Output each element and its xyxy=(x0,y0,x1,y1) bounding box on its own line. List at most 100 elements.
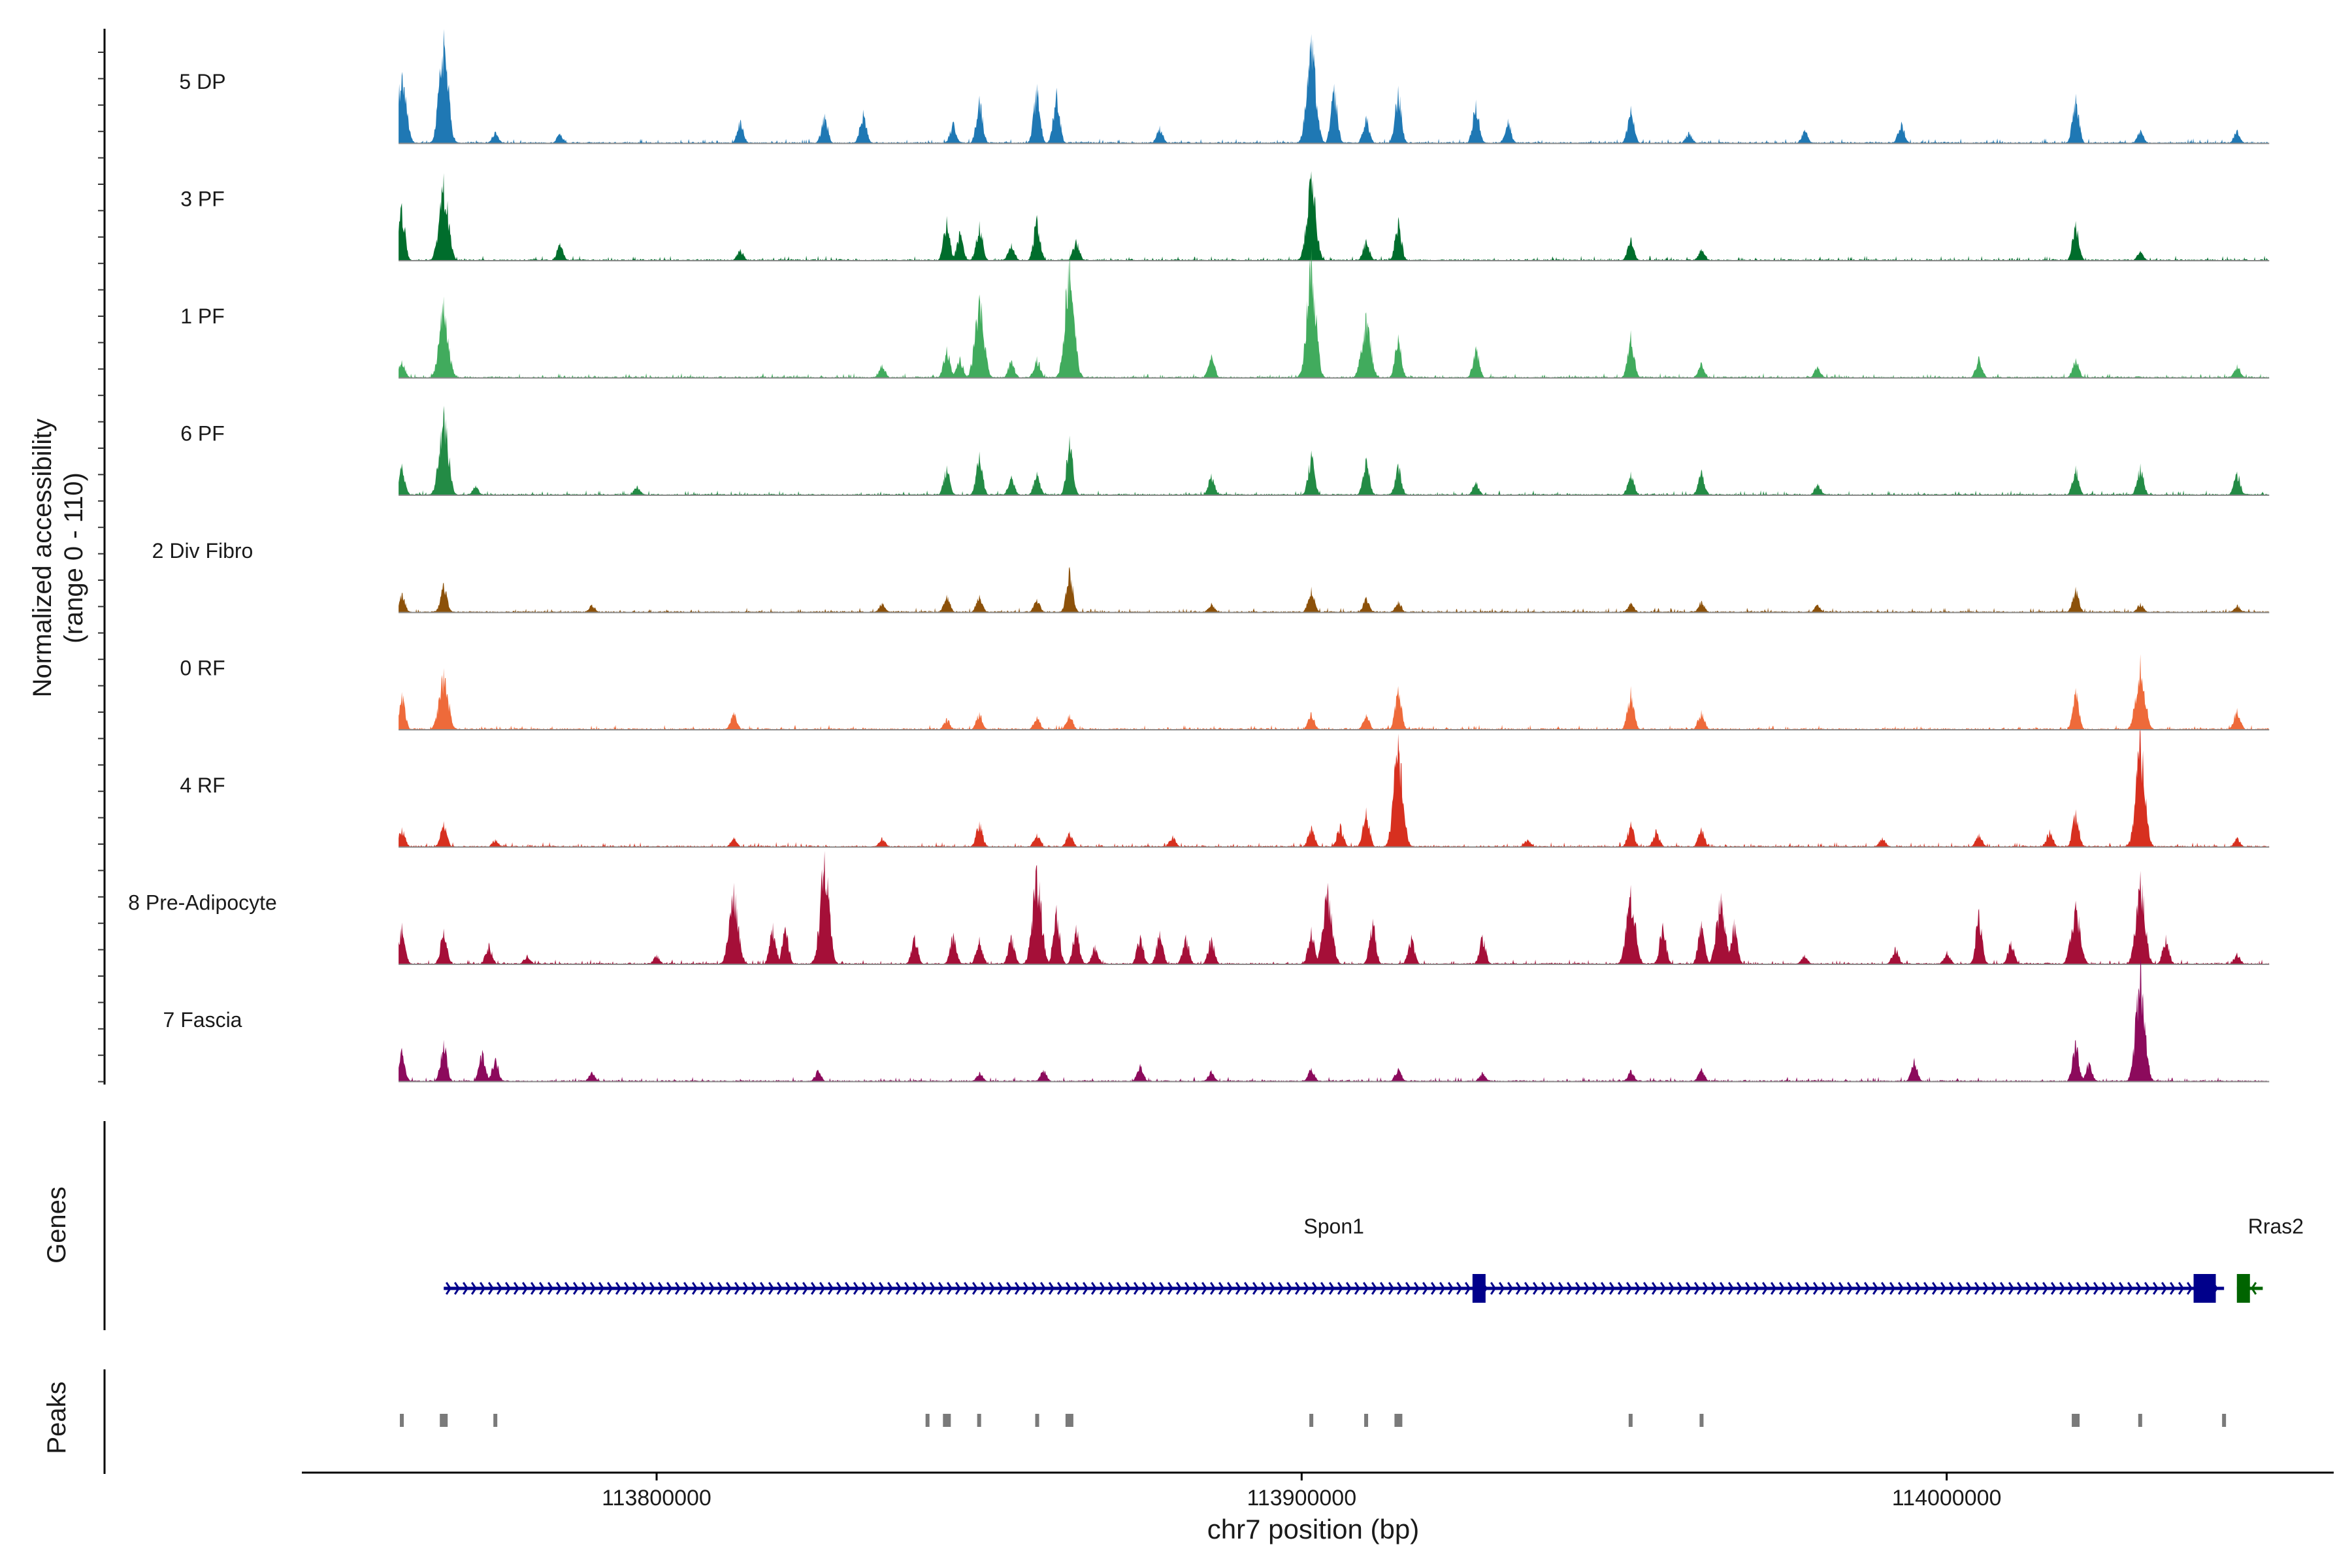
strand-chevron xyxy=(1116,1282,1123,1295)
y-axis-title-line2: (range 0 - 110) xyxy=(59,472,88,644)
track-4-rf: 4 RF xyxy=(180,729,2270,848)
strand-chevron xyxy=(581,1282,588,1295)
strand-chevron xyxy=(691,1282,698,1295)
strand-chevron xyxy=(1252,1282,1259,1295)
strand-chevron xyxy=(1914,1282,1921,1295)
strand-chevron xyxy=(1940,1282,1947,1295)
strand-chevron xyxy=(972,1282,979,1295)
strand-chevron xyxy=(470,1282,478,1295)
strand-chevron xyxy=(1575,1282,1582,1295)
strand-chevron xyxy=(2008,1282,2015,1295)
strand-chevron xyxy=(496,1282,503,1295)
strand-chevron xyxy=(844,1282,851,1295)
strand-chevron xyxy=(521,1282,529,1295)
strand-chevron xyxy=(1999,1282,2006,1295)
strand-chevron xyxy=(1260,1282,1267,1295)
strand-chevron xyxy=(513,1282,520,1295)
strand-chevron xyxy=(1192,1282,1200,1295)
strand-chevron xyxy=(1396,1282,1403,1295)
strand-chevron xyxy=(1702,1282,1709,1295)
strand-chevron xyxy=(1031,1282,1038,1295)
track-5-dp: 5 DP xyxy=(179,29,2270,144)
peak-region xyxy=(440,1414,448,1427)
strand-chevron xyxy=(1787,1282,1794,1295)
peak-region xyxy=(1065,1414,1073,1427)
strand-chevron xyxy=(1362,1282,1369,1295)
strand-chevron xyxy=(776,1282,783,1295)
track-label: 5 DP xyxy=(179,70,225,93)
strand-chevron xyxy=(725,1282,732,1295)
strand-chevron xyxy=(1243,1282,1250,1295)
strand-chevron xyxy=(2059,1282,2066,1295)
strand-chevron xyxy=(1889,1282,1896,1295)
strand-chevron xyxy=(1736,1282,1743,1295)
peak-region xyxy=(1628,1414,1633,1427)
strand-chevron xyxy=(1549,1282,1556,1295)
strand-chevron xyxy=(479,1282,486,1295)
strand-chevron xyxy=(1897,1282,1904,1295)
strand-chevron xyxy=(538,1282,546,1295)
strand-chevron xyxy=(768,1282,775,1295)
gene-rras2: Rras2 xyxy=(2236,1215,2304,1303)
strand-chevron xyxy=(1150,1282,1157,1295)
strand-chevron xyxy=(1524,1282,1531,1295)
strand-chevron xyxy=(1456,1282,1463,1295)
strand-chevron xyxy=(2050,1282,2057,1295)
strand-chevron xyxy=(759,1282,766,1295)
genes-axis-title: Genes xyxy=(42,1186,71,1264)
strand-chevron xyxy=(1651,1282,1658,1295)
strand-chevron xyxy=(1676,1282,1684,1295)
strand-chevron xyxy=(1846,1282,1854,1295)
strand-chevron xyxy=(1201,1282,1208,1295)
strand-chevron xyxy=(674,1282,681,1295)
exon xyxy=(1472,1274,1486,1303)
strand-chevron xyxy=(1693,1282,1701,1295)
strand-chevron xyxy=(700,1282,707,1295)
peak-region xyxy=(1035,1414,1039,1427)
peak-region xyxy=(977,1414,981,1427)
strand-chevron xyxy=(878,1282,885,1295)
strand-chevron xyxy=(819,1282,826,1295)
strand-chevron xyxy=(683,1282,690,1295)
strand-chevron xyxy=(1600,1282,1607,1295)
coverage-area xyxy=(399,958,2270,1082)
strand-chevron xyxy=(895,1282,902,1295)
strand-chevron xyxy=(1167,1282,1174,1295)
strand-chevron xyxy=(1617,1282,1624,1295)
strand-chevron xyxy=(589,1282,596,1295)
strand-chevron xyxy=(1770,1282,1777,1295)
gene-spon1: Spon1 xyxy=(444,1215,2225,1303)
exon xyxy=(2236,1274,2250,1303)
track-label: 8 Pre-Adipocyte xyxy=(128,891,277,915)
strand-chevron xyxy=(1821,1282,1828,1295)
peak-region xyxy=(925,1414,930,1427)
strand-chevron xyxy=(1490,1282,1497,1295)
strand-chevron xyxy=(2025,1282,2032,1295)
strand-chevron xyxy=(1829,1282,1837,1295)
strand-chevron xyxy=(1107,1282,1115,1295)
x-tick-label: 113800000 xyxy=(602,1486,711,1511)
strand-chevron xyxy=(1184,1282,1191,1295)
strand-chevron xyxy=(2110,1282,2117,1295)
strand-chevron xyxy=(988,1282,996,1295)
strand-chevron xyxy=(1337,1282,1344,1295)
strand-chevron xyxy=(2152,1282,2159,1295)
strand-chevron xyxy=(1464,1282,1471,1295)
strand-chevron xyxy=(666,1282,673,1295)
strand-chevron xyxy=(827,1282,834,1295)
strand-chevron xyxy=(1515,1282,1522,1295)
strand-chevron xyxy=(1158,1282,1166,1295)
coverage-area xyxy=(399,566,2270,613)
strand-chevron xyxy=(487,1282,495,1295)
exon xyxy=(2193,1274,2216,1303)
strand-chevron xyxy=(1710,1282,1718,1295)
strand-chevron xyxy=(2084,1282,2091,1295)
left-axes xyxy=(98,29,106,1474)
track-0-rf: 0 RF xyxy=(180,654,2270,730)
x-tick-label: 114000000 xyxy=(1892,1486,2002,1511)
strand-chevron xyxy=(1269,1282,1276,1295)
strand-chevron xyxy=(1719,1282,1726,1295)
strand-chevron xyxy=(640,1282,647,1295)
strand-chevron xyxy=(1795,1282,1803,1295)
strand-chevron xyxy=(615,1282,622,1295)
